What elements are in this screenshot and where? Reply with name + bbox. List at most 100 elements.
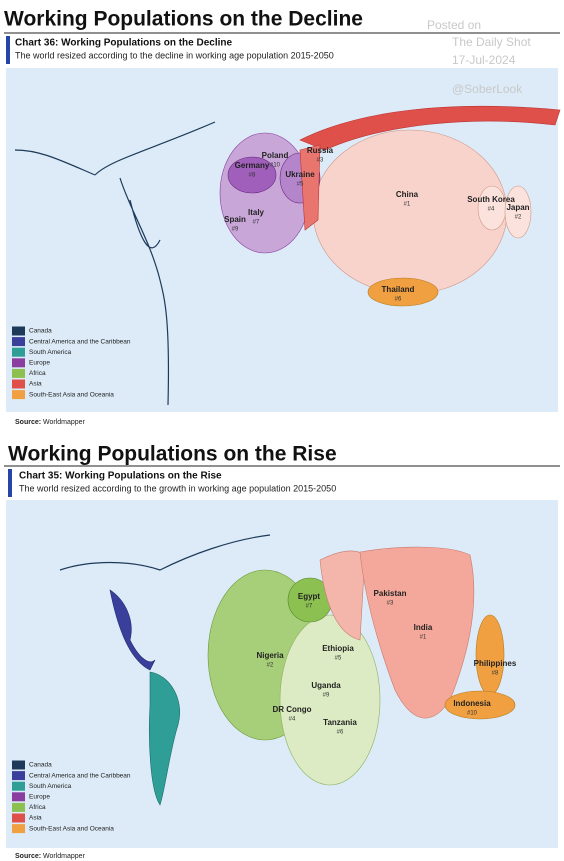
country-rank: #3	[387, 601, 394, 607]
chart-title: Chart 35: Working Populations on the Ris…	[19, 471, 222, 482]
east-africa	[279, 614, 381, 786]
country-label: DR Congo	[272, 705, 311, 714]
country-label: Thailand	[382, 285, 415, 294]
legend-label: Europe	[29, 794, 50, 801]
country-rank: #9	[323, 693, 330, 699]
legend-swatch	[12, 771, 25, 781]
country-rank: #5	[297, 182, 304, 188]
source-name: Worldmapper	[43, 853, 86, 860]
legend-label: Central America and the Caribbean	[29, 772, 131, 779]
country-rank: #10	[270, 163, 281, 169]
source-name: Worldmapper	[43, 419, 86, 426]
country-label: Uganda	[311, 681, 341, 690]
country-rank: #5	[335, 656, 342, 662]
source: Source: Worldmapper	[15, 853, 86, 860]
country-rank: #4	[488, 207, 495, 213]
philippines	[475, 614, 505, 696]
country-rank: #1	[420, 635, 427, 641]
legend-swatch	[12, 760, 25, 770]
legend-swatch	[12, 781, 25, 791]
chart-title: Chart 36: Working Populations on the Dec…	[15, 38, 232, 49]
watermark-date: 17-Jul-2024	[452, 53, 516, 67]
indonesia	[444, 690, 516, 720]
country-rank: #8	[249, 173, 256, 179]
country-rank: #2	[267, 663, 274, 669]
country-rank: #10	[467, 711, 478, 717]
country-label: India	[414, 623, 433, 632]
map-shapes	[59, 534, 516, 806]
legend-swatch	[12, 368, 25, 378]
country-rank: #6	[395, 297, 402, 303]
china	[312, 129, 508, 295]
title-bar	[8, 469, 12, 497]
country-label: Germany	[235, 161, 270, 170]
legend-swatch	[12, 792, 25, 802]
watermark-handle: @SoberLook	[452, 82, 523, 96]
country-rank: #4	[289, 717, 296, 723]
legend-label: Asia	[29, 815, 42, 822]
source: Source: Worldmapper	[15, 419, 86, 426]
legend-label: Asia	[29, 381, 42, 388]
source-label: Source:	[15, 853, 41, 860]
middle-east	[319, 550, 366, 641]
country-label: Japan	[506, 203, 529, 212]
country-label: Tanzania	[323, 718, 357, 727]
legend-label: Central America and the Caribbean	[29, 338, 131, 345]
legend-label: South-East Asia and Oceania	[29, 825, 114, 832]
legend-swatch	[12, 358, 25, 368]
legend-swatch	[12, 347, 25, 357]
country-label: Philippines	[474, 659, 517, 668]
chart-subtitle: The world resized according to the decli…	[15, 50, 334, 60]
watermark-posted: Posted on	[427, 18, 481, 32]
japan	[504, 185, 532, 239]
thailand	[367, 277, 439, 307]
country-rank: #2	[515, 215, 522, 221]
country-label: Italy	[248, 208, 265, 217]
country-rank: #7	[306, 604, 313, 610]
country-label: Ukraine	[285, 170, 315, 179]
legend-label: Europe	[29, 360, 50, 367]
south-america	[149, 671, 180, 806]
country-label: Ethiopia	[322, 644, 354, 653]
north-america	[59, 534, 271, 571]
country-label: Spain	[224, 215, 246, 224]
legend-swatch	[12, 824, 25, 834]
legend-label: South America	[29, 783, 72, 790]
title-bar	[6, 36, 10, 64]
heading: Working Populations on the Decline	[4, 8, 363, 31]
central-america	[109, 589, 156, 671]
country-label: China	[396, 190, 419, 199]
legend-label: South-East Asia and Oceania	[29, 391, 114, 398]
legend-label: Africa	[29, 370, 46, 377]
legend-label: Canada	[29, 328, 52, 335]
country-label: Pakistan	[374, 589, 407, 598]
russia-west	[299, 144, 321, 231]
country-rank: #3	[317, 158, 324, 164]
americas	[14, 121, 216, 406]
legend-swatch	[12, 390, 25, 400]
country-label: Poland	[262, 151, 289, 160]
country-rank: #9	[232, 227, 239, 233]
legend-swatch	[12, 802, 25, 812]
map-shapes	[14, 105, 561, 406]
country-label: South Korea	[467, 195, 515, 204]
country-rank: #6	[337, 730, 344, 736]
country-rank: #8	[492, 671, 499, 677]
country-label: Russia	[307, 146, 334, 155]
legend-swatch	[12, 379, 25, 389]
country-label: Indonesia	[453, 699, 491, 708]
legend-label: Canada	[29, 762, 52, 769]
germany	[227, 156, 277, 194]
chart-subtitle: The world resized according to the growt…	[19, 483, 336, 493]
country-rank: #1	[404, 202, 411, 208]
heading: Working Populations on the Rise	[8, 443, 337, 466]
russia	[299, 105, 561, 151]
country-label: Egypt	[298, 592, 321, 601]
country-label: Nigeria	[256, 651, 284, 660]
legend-label: Africa	[29, 804, 46, 811]
source-label: Source:	[15, 419, 41, 426]
legend-swatch	[12, 813, 25, 823]
watermark-site: The Daily Shot	[452, 35, 531, 49]
legend-label: South America	[29, 349, 72, 356]
